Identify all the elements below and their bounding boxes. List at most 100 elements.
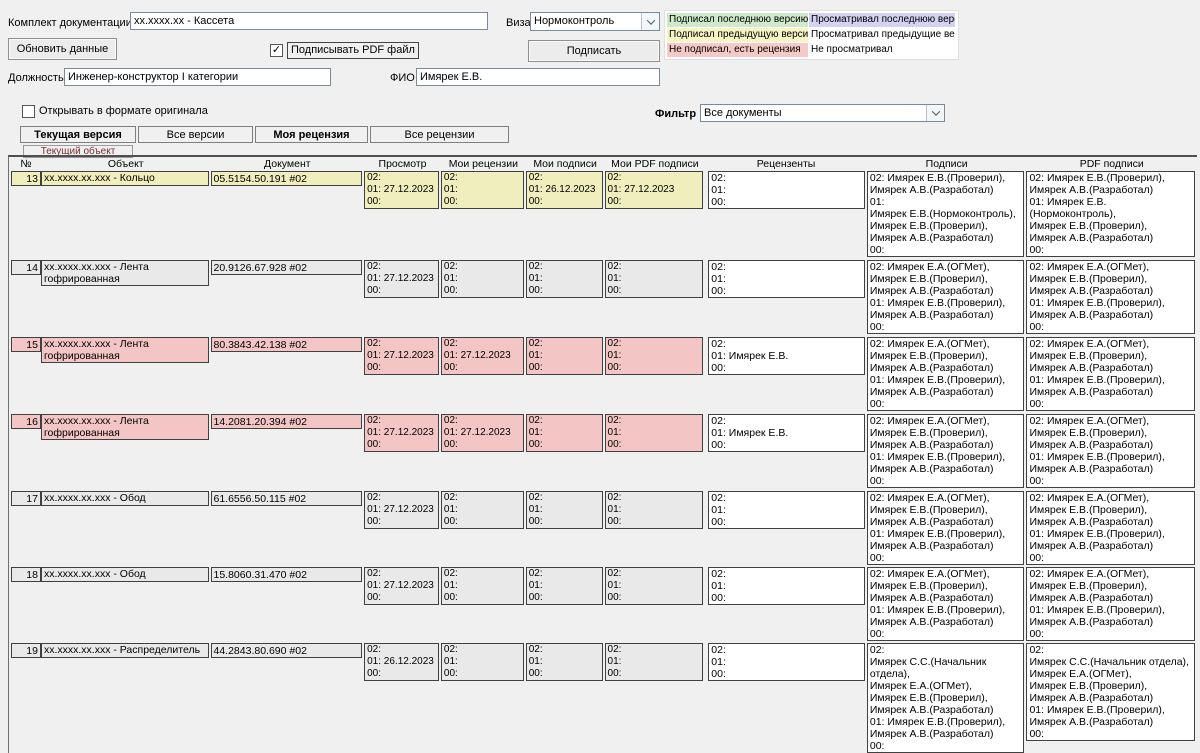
view-cell: 02: 01: 27.12.2023 00:	[364, 414, 439, 452]
pdf-signatures-cell: 02: Имярек С.С.(Начальник отдела), Имяре…	[1026, 643, 1196, 741]
col-header-object: Объект	[107, 158, 144, 170]
my-reviews-cell: 02: 01: 00:	[440, 567, 524, 605]
my-pdf-signatures-cell: 02: 01: 00:	[604, 643, 704, 681]
version-tab[interactable]: Текущая версия	[20, 126, 136, 143]
pdf-signatures-cell: 02: Имярек Е.А.(ОГМет), Имярек Е.В.(Пров…	[1026, 567, 1196, 641]
position-label: Должность	[8, 72, 64, 84]
sign-pdf-checkbox[interactable]: ✓ Подписывать PDF файл	[270, 42, 419, 59]
open-original-checkbox[interactable]: Открывать в формате оригинала	[22, 105, 208, 118]
col-header-reviewers: Рецензенты	[756, 158, 816, 170]
pdf-signatures-cell: 02: Имярек Е.А.(ОГМет), Имярек Е.В.(Пров…	[1026, 337, 1196, 411]
pdf-signatures-cell: 02: Имярек Е.А.(ОГМет), Имярек Е.В.(Пров…	[1026, 414, 1196, 488]
view-cell: 02: 01: 27.12.2023 00:	[364, 491, 439, 529]
version-tab[interactable]: Все версии	[138, 126, 253, 143]
my-signatures-cell: 02: 01: 00:	[525, 337, 603, 375]
signatures-cell: 02: Имярек С.С.(Начальник отдела), Имяре…	[866, 643, 1025, 753]
document-cell[interactable]: 61.6556.50.115 #02	[210, 491, 363, 506]
chevron-down-icon[interactable]	[641, 13, 659, 30]
my-signatures-cell: 02: 01: 00:	[525, 260, 603, 298]
document-cell[interactable]: 44.2843.80.690 #02	[210, 643, 363, 658]
signatures-cell: 02: Имярек Е.В.(Проверил), Имярек А.В.(Р…	[866, 171, 1025, 257]
my-pdf-signatures-cell: 02: 01: 27.12.2023 00:	[604, 171, 704, 209]
table-row: 14 xx.xxxx.xx.xxx - Лента гофрированная …	[9, 260, 1197, 337]
my-reviews-cell: 02: 01: 00:	[440, 643, 524, 681]
legend-item: Просматривал предыдущие версии	[809, 28, 955, 42]
view-cell: 02: 01: 27.12.2023 00:	[364, 567, 439, 605]
object-cell[interactable]: xx.xxxx.xx.xxx - Лента гофрированная	[40, 337, 209, 363]
col-header-document: Документ	[264, 158, 311, 170]
signatures-cell: 02: Имярек Е.А.(ОГМет), Имярек Е.В.(Пров…	[866, 567, 1025, 641]
signatures-cell: 02: Имярек Е.А.(ОГМет), Имярек Е.В.(Пров…	[866, 260, 1025, 334]
position-input[interactable]	[64, 68, 331, 86]
checkbox-unchecked-icon[interactable]	[22, 105, 35, 118]
object-cell[interactable]: xx.xxxx.xx.xxx - Распределитель	[40, 643, 209, 658]
status-legend: Подписал последнюю версию Просматривал по…	[664, 10, 959, 60]
filter-label: Фильтр	[655, 108, 697, 120]
col-header-my-signatures: Мои подписи	[533, 158, 597, 170]
my-reviews-cell: 02: 01: 27.12.2023 00:	[440, 337, 524, 375]
document-cell[interactable]: 80.3843.42.138 #02	[210, 337, 363, 352]
checkbox-checked-icon[interactable]: ✓	[270, 44, 283, 57]
row-number-cell: 17	[11, 491, 41, 506]
object-cell[interactable]: xx.xxxx.xx.xxx - Лента гофрированная	[40, 260, 209, 286]
refresh-button[interactable]: Обновить данные	[8, 38, 117, 60]
chevron-down-icon[interactable]	[926, 105, 944, 121]
object-cell[interactable]: xx.xxxx.xx.xxx - Лента гофрированная	[40, 414, 209, 440]
table-row: 18 xx.xxxx.xx.xxx - Обод 15.8060.31.470 …	[9, 567, 1197, 643]
document-cell[interactable]: 20.9126.67.928 #02	[210, 260, 363, 275]
document-cell[interactable]: 05.5154.50.191 #02	[210, 171, 363, 186]
col-header-my-pdf-signatures: Мои PDF подписи	[611, 158, 699, 170]
my-signatures-cell: 02: 01: 00:	[525, 414, 603, 452]
my-signatures-cell: 02: 01: 26.12.2023 00:	[525, 171, 603, 209]
my-pdf-signatures-cell: 02: 01: 00:	[604, 491, 704, 529]
doc-set-input[interactable]	[130, 12, 488, 30]
sign-button[interactable]: Подписать	[528, 40, 660, 62]
name-label: ФИО	[390, 72, 415, 84]
pdf-signatures-cell: 02: Имярек Е.А.(ОГМет), Имярек Е.В.(Пров…	[1026, 491, 1196, 565]
legend-item: Подписал последнюю версию	[667, 13, 808, 27]
view-cell: 02: 01: 26.12.2023 00:	[364, 643, 439, 681]
tab-current-object[interactable]: Текущий объект	[23, 145, 133, 158]
my-signatures-cell: 02: 01: 00:	[525, 643, 603, 681]
col-header-pdf-signatures: PDF подписи	[1079, 158, 1144, 170]
col-header-num: №	[20, 158, 32, 170]
table-row: 15 xx.xxxx.xx.xxx - Лента гофрированная …	[9, 337, 1197, 414]
row-number-cell: 19	[11, 643, 41, 658]
my-reviews-cell: 02: 01: 27.12.2023 00:	[440, 414, 524, 452]
table-row: 17 xx.xxxx.xx.xxx - Обод 61.6556.50.115 …	[9, 491, 1197, 567]
legend-item: Не просматривал	[809, 43, 955, 57]
table-header-row: № Объект Документ Просмотр Мои рецензии …	[9, 158, 1197, 171]
version-tab[interactable]: Все рецензии	[370, 126, 509, 143]
row-number-cell: 18	[11, 567, 41, 582]
view-cell: 02: 01: 27.12.2023 00:	[364, 260, 439, 298]
table-row: 19 xx.xxxx.xx.xxx - Распределитель 44.28…	[9, 643, 1197, 753]
my-signatures-cell: 02: 01: 00:	[525, 491, 603, 529]
my-reviews-cell: 02: 01: 00:	[440, 260, 524, 298]
my-signatures-cell: 02: 01: 00:	[525, 567, 603, 605]
reviewers-cell: 02: 01: 00:	[708, 643, 865, 681]
visa-dropdown[interactable]: Нормоконтроль	[530, 12, 660, 31]
document-cell[interactable]: 15.8060.31.470 #02	[210, 567, 363, 582]
reviewers-cell: 02: 01: 00:	[708, 171, 865, 209]
document-cell[interactable]: 14.2081.20.394 #02	[210, 414, 363, 429]
name-input[interactable]	[416, 68, 660, 86]
object-cell[interactable]: xx.xxxx.xx.xxx - Кольцо	[40, 171, 209, 186]
sign-pdf-checkbox-label: Подписывать PDF файл	[287, 42, 419, 59]
my-pdf-signatures-cell: 02: 01: 00:	[604, 414, 704, 452]
col-header-my-reviews: Мои рецензии	[448, 158, 518, 170]
reviewers-cell: 02: 01: 00:	[708, 260, 865, 298]
doc-set-label: Комплект документации	[8, 17, 132, 29]
reviewers-cell: 02: 01: 00:	[708, 491, 865, 529]
version-tab[interactable]: Моя рецензия	[255, 126, 368, 143]
table-row: 13 xx.xxxx.xx.xxx - Кольцо 05.5154.50.19…	[9, 171, 1197, 260]
col-header-signatures: Подписи	[925, 158, 968, 170]
filter-dropdown[interactable]: Все документы	[700, 104, 945, 122]
row-number-cell: 14	[11, 260, 41, 275]
visa-value: Нормоконтроль	[534, 15, 615, 27]
row-number-cell: 13	[11, 171, 41, 186]
object-cell[interactable]: xx.xxxx.xx.xxx - Обод	[40, 491, 209, 506]
object-cell[interactable]: xx.xxxx.xx.xxx - Обод	[40, 567, 209, 582]
legend-item: Просматривал последнюю версию	[809, 13, 955, 27]
reviewers-cell: 02: 01: Имярек Е.В. 00:	[708, 414, 865, 452]
col-header-view: Просмотр	[378, 158, 427, 170]
